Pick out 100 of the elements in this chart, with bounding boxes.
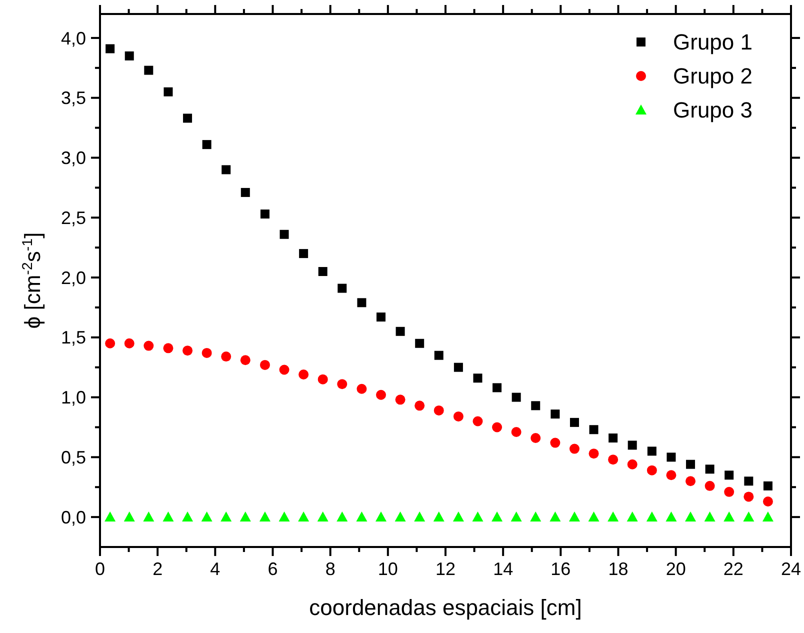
point [434, 405, 444, 416]
y-tick-label: 3,0 [60, 148, 86, 168]
point [278, 512, 290, 522]
point [492, 383, 502, 392]
point [724, 512, 735, 522]
point [395, 394, 406, 405]
point [646, 512, 658, 522]
point [686, 460, 696, 469]
point [492, 512, 503, 522]
point [394, 512, 406, 522]
point [530, 433, 541, 444]
point [298, 370, 309, 380]
legend-label: Grupo 1 [673, 30, 752, 55]
y-tick-label: 2,5 [60, 208, 86, 228]
point [434, 350, 444, 360]
point [240, 355, 250, 366]
legend-label: Grupo 3 [673, 98, 752, 123]
y-tick-label: 3,5 [60, 88, 86, 108]
point [433, 512, 444, 522]
point [260, 210, 270, 219]
x-tick-label: 6 [268, 559, 278, 579]
x-tick-label: 20 [666, 559, 686, 579]
point [454, 362, 463, 372]
point [453, 411, 464, 422]
x-tick-label: 10 [378, 559, 398, 579]
point [376, 390, 386, 400]
x-axis-title: coordenadas espaciais [cm] [309, 595, 582, 620]
point [106, 44, 115, 54]
point [414, 512, 426, 522]
point [299, 249, 308, 258]
point [704, 512, 716, 522]
y-tick-label: 1,0 [60, 388, 86, 408]
point [357, 298, 366, 308]
point [724, 470, 734, 480]
x-tick-label: 4 [210, 559, 220, 579]
point [182, 512, 194, 522]
point [704, 480, 715, 491]
point [705, 464, 714, 474]
point [414, 400, 425, 411]
point [646, 465, 657, 476]
point [163, 343, 174, 354]
point [143, 512, 154, 522]
point [220, 512, 232, 522]
point [685, 512, 696, 522]
point [336, 512, 348, 522]
point [550, 512, 561, 522]
point [628, 440, 637, 450]
point [666, 512, 677, 522]
point [105, 338, 116, 348]
point [569, 444, 580, 454]
point [627, 459, 638, 470]
point [744, 492, 754, 502]
point [472, 416, 483, 426]
x-tick-label: 2 [152, 559, 163, 579]
point [298, 512, 310, 522]
point [666, 452, 676, 462]
point [124, 51, 134, 60]
x-tick-label: 0 [94, 559, 106, 579]
point [279, 364, 290, 375]
point [356, 512, 368, 522]
point [588, 512, 600, 522]
point [124, 338, 134, 348]
y-tick-label: 1,5 [60, 328, 86, 348]
point [317, 512, 328, 522]
y-tick-label: 0,5 [60, 447, 86, 468]
point [222, 165, 231, 174]
point [568, 512, 580, 522]
point [376, 312, 386, 322]
point [550, 438, 560, 448]
point [376, 512, 387, 522]
legend-label: Grupo 2 [673, 64, 752, 89]
point [221, 352, 232, 362]
y-tick-label: 0,0 [60, 507, 86, 528]
point [472, 512, 484, 522]
point [240, 512, 251, 522]
point [530, 512, 542, 522]
point [762, 496, 773, 506]
point [744, 476, 754, 486]
point [164, 87, 173, 96]
point [511, 427, 522, 438]
point [762, 512, 774, 522]
point [570, 418, 579, 427]
point [318, 374, 328, 384]
point [473, 374, 482, 383]
x-tick-label: 12 [435, 559, 456, 579]
point [763, 481, 772, 490]
point [724, 486, 734, 497]
x-tick-label: 24 [780, 559, 802, 579]
point [201, 512, 212, 522]
point [318, 267, 328, 276]
point [259, 512, 270, 522]
point [240, 188, 250, 197]
y-tick-label: 4,0 [60, 28, 86, 48]
point [550, 410, 560, 419]
point [280, 230, 289, 239]
point [182, 346, 193, 356]
point [608, 434, 618, 443]
point [337, 379, 348, 390]
x-tick-label: 18 [608, 559, 628, 579]
point [588, 448, 599, 459]
